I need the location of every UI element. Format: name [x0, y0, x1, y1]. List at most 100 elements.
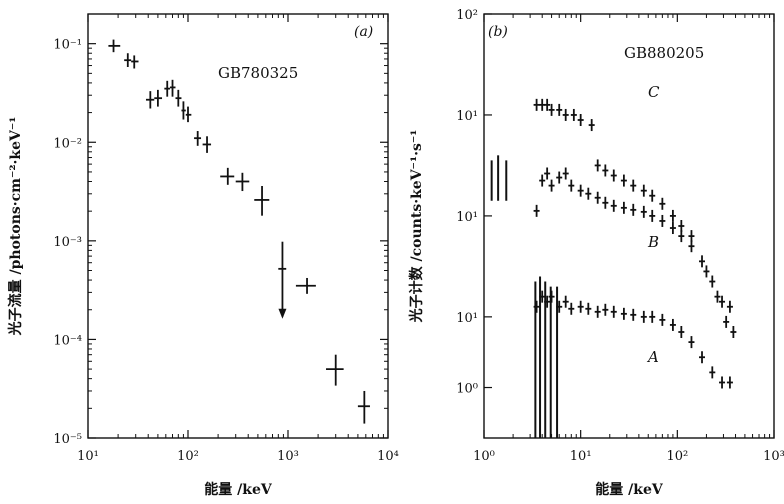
data-point: [610, 305, 617, 318]
data-point: [131, 55, 139, 69]
data-point: [577, 184, 584, 197]
data-point: [556, 103, 563, 116]
panel-a-frame: [87, 13, 389, 439]
data-point: [688, 230, 695, 243]
data-point: [568, 179, 575, 192]
data-point: [588, 119, 595, 132]
data-point: [649, 310, 656, 323]
data-point: [726, 300, 733, 313]
series-label-c: C: [648, 83, 660, 101]
data-point: [688, 240, 695, 253]
data-point: [620, 174, 627, 187]
y-tick-label: 10⁻⁴: [53, 333, 82, 348]
y-tick-label: 10⁻³: [53, 235, 82, 250]
data-point: [620, 307, 627, 320]
data-point: [108, 39, 121, 53]
panel-a-label: (a): [354, 24, 373, 40]
data-point: [202, 136, 212, 153]
data-point: [620, 201, 627, 214]
y-tick-label: 10⁻²: [53, 136, 82, 151]
data-point: [723, 315, 730, 328]
data-point: [594, 305, 601, 318]
data-point: [145, 91, 155, 109]
panel-a-data: [108, 39, 370, 424]
y-tick-label: 10⁰: [456, 382, 478, 397]
panel-a-y-axis-title: 光子流量 /photons·cm⁻²·keV⁻¹: [7, 117, 24, 337]
x-tick-label: 10²: [666, 449, 688, 464]
panel-b-burst-name: GB880205: [624, 44, 704, 62]
data-point: [719, 295, 726, 308]
x-tick-label: 10¹: [77, 449, 99, 464]
data-point: [556, 171, 563, 184]
panel-b-ticks: 10⁰ 10¹ 10² 10³ 10² 10¹ 10¹ 10¹ 10⁰: [456, 8, 784, 464]
data-point: [610, 199, 617, 212]
data-point: [640, 205, 647, 218]
data-point: [659, 197, 666, 210]
data-point: [164, 80, 170, 97]
y-tick-label: 10²: [456, 8, 478, 23]
data-point: [585, 302, 592, 315]
data-point: [556, 300, 563, 313]
data-point: [544, 295, 551, 308]
data-point: [235, 172, 250, 192]
data-point: [278, 241, 287, 319]
data-point: [357, 390, 370, 424]
data-point: [548, 290, 555, 303]
data-point: [640, 310, 647, 323]
data-point: [730, 326, 737, 338]
data-point: [175, 89, 182, 107]
data-point: [169, 79, 176, 97]
data-point: [562, 108, 569, 121]
data-point: [602, 164, 609, 177]
data-point: [254, 185, 270, 216]
y-tick-label: 10⁻⁵: [53, 432, 82, 447]
data-point: [570, 108, 577, 121]
data-point: [678, 326, 685, 338]
data-point: [548, 103, 555, 116]
series-a: [533, 290, 733, 389]
data-point: [659, 313, 666, 326]
data-point: [539, 174, 546, 187]
data-point: [220, 167, 235, 185]
data-point: [678, 220, 685, 232]
data-point: [678, 230, 685, 243]
data-point: [295, 277, 316, 294]
data-point: [630, 203, 637, 216]
data-point: [649, 209, 656, 222]
data-point: [659, 214, 666, 227]
data-point: [548, 179, 555, 192]
x-tick-label: 10³: [763, 449, 784, 464]
data-point: [640, 184, 647, 197]
series-c: [533, 98, 737, 338]
panel-b-x-axis-title: 能量 /keV: [595, 481, 664, 498]
data-point: [630, 179, 637, 192]
data-point: [669, 222, 676, 235]
data-point: [181, 101, 186, 120]
data-point: [649, 189, 656, 202]
series-b: [533, 167, 733, 313]
data-point: [709, 275, 716, 288]
y-tick-label: 10⁻¹: [53, 38, 82, 53]
data-point: [539, 290, 546, 303]
x-tick-label: 10⁰: [473, 449, 495, 464]
upper-limit-arrow: [278, 308, 287, 319]
data-point: [544, 167, 551, 180]
data-point: [533, 300, 540, 313]
data-point: [154, 89, 163, 107]
data-point: [562, 167, 569, 180]
data-point: [544, 98, 551, 111]
data-point: [577, 300, 584, 313]
x-tick-label: 10³: [277, 449, 299, 464]
data-point: [585, 187, 592, 200]
data-point: [594, 191, 601, 204]
panel-b-frame: [483, 13, 775, 439]
data-point: [699, 255, 706, 268]
x-tick-label: 10¹: [570, 449, 592, 464]
data-point: [630, 308, 637, 321]
panel-a-x-axis-title: 能量 /keV: [204, 481, 273, 498]
data-point: [562, 295, 569, 308]
panel-a-burst-name: GB780325: [218, 64, 298, 82]
data-point: [533, 98, 540, 111]
data-point: [610, 169, 617, 182]
data-point: [326, 354, 344, 386]
